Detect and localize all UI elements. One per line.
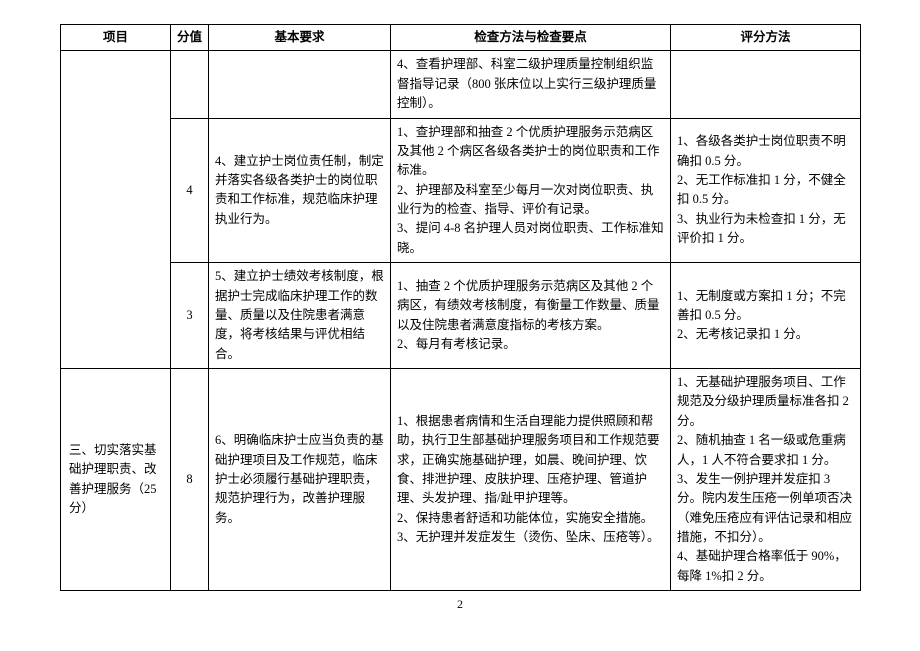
- header-requirement: 基本要求: [209, 25, 391, 51]
- req-cell: 5、建立护士绩效考核制度，根据护士完成临床护理工作的数量、质量以及住院患者满意度…: [209, 263, 391, 369]
- req-cell: 4、建立护士岗位责任制，制定并落实各级各类护士的岗位职责和工作标准，规范临床护理…: [209, 118, 391, 263]
- table-row: 三、切实落实基础护理职责、改善护理服务（25 分） 8 6、明确临床护士应当负责…: [61, 369, 861, 591]
- score-cell-continuation: [171, 51, 209, 118]
- evaluation-table: 项目 分值 基本要求 检查方法与检查要点 评分方法 4、查看护理部、科室二级护理…: [60, 24, 861, 591]
- method-cell: 4、查看护理部、科室二级护理质量控制组织监督指导记录（800 张床位以上实行三级…: [391, 51, 671, 118]
- project-cell-continuation: [61, 51, 171, 369]
- scoring-cell-continuation: [671, 51, 861, 118]
- req-cell: 6、明确临床护士应当负责的基础护理项目及工作规范，临床护士必须履行基础护理职责，…: [209, 369, 391, 591]
- header-project: 项目: [61, 25, 171, 51]
- score-cell: 3: [171, 263, 209, 369]
- scoring-cell: 1、无制度或方案扣 1 分；不完善扣 0.5 分。2、无考核记录扣 1 分。: [671, 263, 861, 369]
- header-method: 检查方法与检查要点: [391, 25, 671, 51]
- table-row: 4、查看护理部、科室二级护理质量控制组织监督指导记录（800 张床位以上实行三级…: [61, 51, 861, 118]
- table-row: 3 5、建立护士绩效考核制度，根据护士完成临床护理工作的数量、质量以及住院患者满…: [61, 263, 861, 369]
- req-cell-continuation: [209, 51, 391, 118]
- method-cell: 1、抽查 2 个优质护理服务示范病区及其他 2 个病区，有绩效考核制度，有衡量工…: [391, 263, 671, 369]
- scoring-cell: 1、无基础护理服务项目、工作规范及分级护理质量标准各扣 2 分。2、随机抽查 1…: [671, 369, 861, 591]
- page-number: 2: [60, 597, 860, 612]
- score-cell: 4: [171, 118, 209, 263]
- method-cell: 1、根据患者病情和生活自理能力提供照顾和帮助，执行卫生部基础护理服务项目和工作规…: [391, 369, 671, 591]
- project-cell: 三、切实落实基础护理职责、改善护理服务（25 分）: [61, 369, 171, 591]
- table-header-row: 项目 分值 基本要求 检查方法与检查要点 评分方法: [61, 25, 861, 51]
- method-cell: 1、查护理部和抽查 2 个优质护理服务示范病区及其他 2 个病区各级各类护士的岗…: [391, 118, 671, 263]
- score-cell: 8: [171, 369, 209, 591]
- header-scoring: 评分方法: [671, 25, 861, 51]
- header-score: 分值: [171, 25, 209, 51]
- scoring-cell: 1、各级各类护士岗位职责不明确扣 0.5 分。2、无工作标准扣 1 分，不健全扣…: [671, 118, 861, 263]
- table-row: 4 4、建立护士岗位责任制，制定并落实各级各类护士的岗位职责和工作标准，规范临床…: [61, 118, 861, 263]
